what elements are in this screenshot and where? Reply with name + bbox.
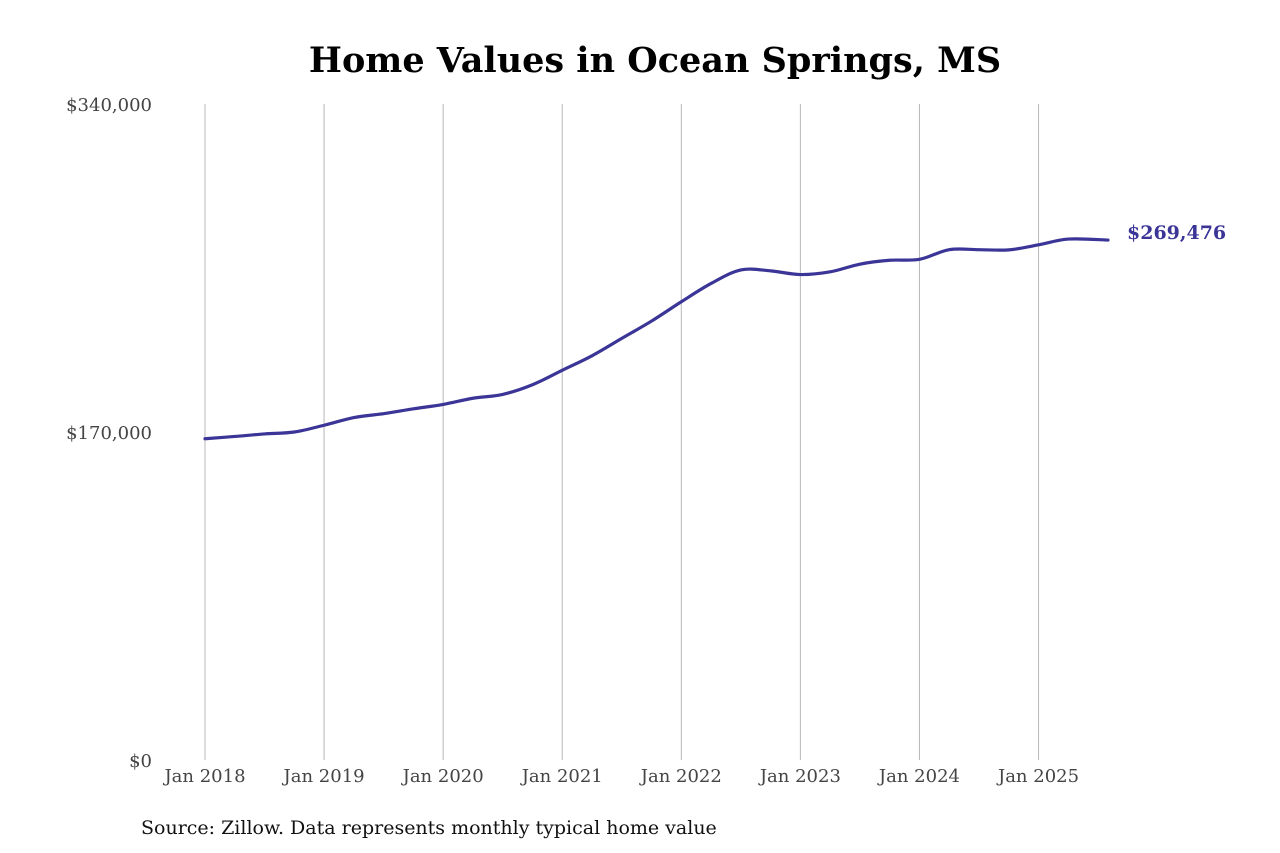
x-tick-label: Jan 2019 — [282, 766, 365, 787]
x-tick-label: Jan 2022 — [639, 766, 722, 787]
source-note: Source: Zillow. Data represents monthly … — [141, 817, 717, 839]
y-tick-label: $340,000 — [66, 95, 152, 116]
x-tick-label: Jan 2024 — [877, 766, 960, 787]
x-axis-tick-labels: Jan 2018 Jan 2019 Jan 2020 Jan 2021 Jan 2022… — [162, 766, 1079, 787]
series-layer — [203, 237, 1110, 441]
y-tick-label: $170,000 — [66, 423, 152, 444]
chart-title: Home Values in Ocean Springs, MS — [309, 40, 1001, 81]
x-tick-label: Jan 2020 — [401, 766, 484, 787]
y-tick-label: $0 — [129, 751, 152, 772]
x-tick-label: Jan 2025 — [996, 766, 1079, 787]
x-tick-label: Jan 2018 — [162, 766, 245, 787]
vertical-gridlines — [204, 104, 1040, 760]
home-value-series-line — [203, 237, 1110, 441]
y-axis-tick-labels: $0 $170,000 $340,000 — [66, 95, 152, 772]
last-value-label: $269,476 — [1127, 222, 1226, 244]
x-tick-label: Jan 2021 — [520, 766, 603, 787]
x-tick-label: Jan 2023 — [758, 766, 841, 787]
